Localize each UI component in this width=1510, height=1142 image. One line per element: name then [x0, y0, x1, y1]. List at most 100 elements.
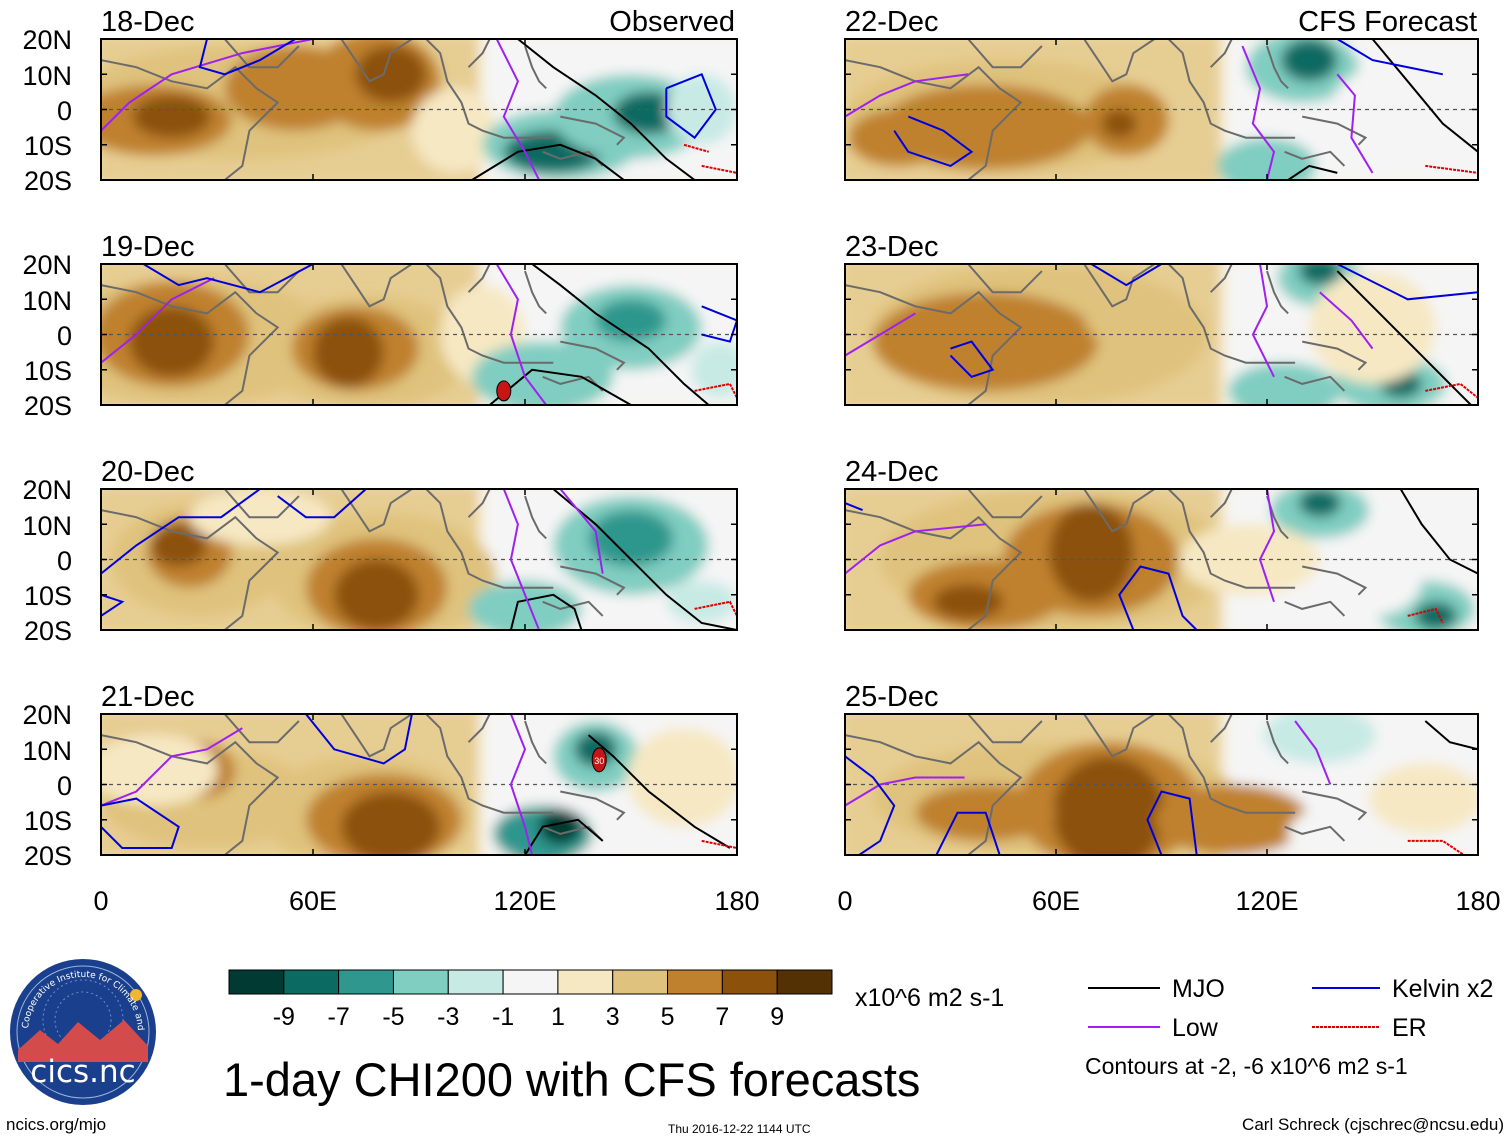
field-blob	[894, 306, 1007, 377]
contour-line	[845, 523, 986, 575]
field-blob	[1288, 805, 1387, 855]
coastline	[1266, 720, 1289, 765]
coastline	[425, 39, 554, 139]
coastline	[1167, 714, 1296, 814]
coastline	[967, 39, 1043, 69]
contour-line	[101, 489, 261, 575]
map-panel-l1	[101, 264, 737, 405]
field-blob	[1281, 39, 1338, 82]
field-blob	[539, 809, 582, 845]
contour-line	[701, 305, 737, 343]
coastline	[1284, 825, 1346, 842]
storm-marker	[496, 380, 512, 402]
contour-line	[694, 600, 737, 617]
ytick-label: 20N	[22, 250, 72, 280]
field-blob	[1048, 503, 1134, 602]
main-title: 1-day CHI200 with CFS forecasts	[223, 1053, 920, 1106]
colorbar-bin	[283, 969, 340, 995]
coastline	[1209, 264, 1233, 293]
legend: MJO Low Kelvin x2 ER Contours at -2, -6 …	[1085, 975, 1493, 1079]
colorbar-label: -9	[273, 1003, 295, 1031]
ytick-label: 20S	[24, 616, 72, 646]
coastline	[845, 59, 1023, 180]
units-label: x10^6 m2 s-1	[855, 984, 1004, 1012]
contour-line	[1425, 382, 1478, 399]
field-blob	[1414, 601, 1457, 630]
contour-line	[1407, 839, 1465, 855]
field-blob	[932, 584, 1004, 620]
coastline	[223, 39, 300, 69]
coastline	[542, 600, 604, 617]
coastline	[1209, 489, 1233, 518]
contour-line	[694, 382, 737, 399]
ytick-label: 20S	[24, 166, 72, 196]
field-blob	[468, 580, 582, 630]
colorbar-bin	[228, 969, 285, 995]
ytick-label: 0	[57, 546, 72, 576]
contour-line	[559, 489, 604, 574]
contour-line	[935, 811, 1001, 855]
coastline	[524, 45, 547, 90]
ytick-label: 10N	[22, 61, 72, 91]
ytick-label: 20N	[22, 25, 72, 55]
coastline	[1167, 489, 1296, 589]
contour-line	[893, 115, 974, 168]
coastline	[1083, 264, 1156, 308]
contour-line	[1336, 264, 1478, 301]
contour-line	[101, 593, 125, 617]
colorbar-bin	[776, 969, 833, 995]
field-blob	[355, 46, 427, 103]
coastline	[340, 489, 413, 533]
panel-date-fc-3: 24-Dec	[845, 456, 939, 488]
coastline	[1266, 45, 1289, 90]
contour-line	[502, 489, 541, 630]
coastline	[340, 264, 413, 308]
coastline	[101, 734, 280, 855]
field-blob	[666, 580, 737, 623]
ytick-label: 10S	[24, 806, 72, 836]
coastline	[1209, 39, 1233, 68]
coastline	[845, 284, 1023, 405]
coastline	[524, 720, 547, 765]
field-blob	[1052, 756, 1165, 855]
ytick-label: 10N	[22, 511, 72, 541]
field-blob	[595, 299, 667, 342]
coastline	[1167, 39, 1296, 139]
coastline	[967, 264, 1043, 294]
contour-line	[587, 734, 731, 849]
contour-line	[101, 727, 243, 807]
map-panel-r0	[845, 39, 1478, 180]
contour-note: Contours at -2, -6 x10^6 m2 s-1	[1085, 1053, 1408, 1079]
contour-line	[531, 264, 710, 405]
ytick-label: 10S	[24, 131, 72, 161]
ytick-label: 0	[57, 96, 72, 126]
legend-label-kelvin: Kelvin x2	[1392, 975, 1493, 1003]
contour-line	[683, 143, 709, 153]
coastline	[1284, 600, 1346, 617]
contour-line	[1118, 565, 1198, 630]
contour-line	[305, 714, 413, 765]
contour-line	[1294, 720, 1332, 785]
panel-date-obs-1: 18-Dec	[101, 6, 195, 38]
footer-timestamp: Thu 2016-12-22 1144 UTC	[668, 1122, 811, 1136]
field-blob	[411, 88, 497, 173]
storm-label: 30	[594, 756, 604, 766]
contour-line	[1090, 264, 1163, 287]
coastline	[467, 39, 491, 68]
coastline	[524, 270, 547, 315]
colorbar-bin	[338, 969, 394, 995]
ytick-label: 20S	[24, 391, 72, 421]
colorbar-label: 7	[715, 1003, 729, 1031]
field-blob	[1101, 109, 1137, 138]
xtick-label: 120E	[1235, 886, 1298, 916]
coastline	[223, 714, 300, 744]
colorbar-label: -3	[437, 1003, 459, 1031]
colorbar-label: -7	[328, 1003, 350, 1031]
coastline	[1167, 264, 1296, 364]
xtick-label: 60E	[1032, 886, 1080, 916]
field-blob	[101, 735, 218, 806]
coastline	[1083, 489, 1156, 533]
colorbar-label: 5	[661, 1003, 675, 1031]
colorbar-bin	[557, 969, 614, 995]
contour-line	[1319, 291, 1374, 350]
